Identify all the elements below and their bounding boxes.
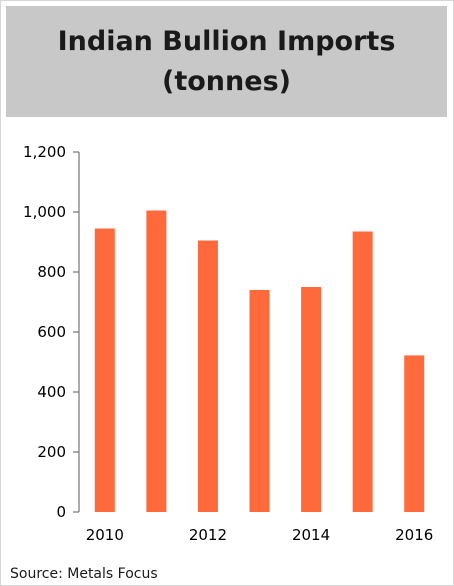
y-tick-label: 600 bbox=[37, 323, 66, 341]
source-note: Source: Metals Focus bbox=[10, 566, 158, 582]
bar-2013 bbox=[249, 290, 270, 512]
chart-subtitle: (tonnes) bbox=[162, 66, 291, 97]
bar-2014 bbox=[301, 287, 322, 512]
y-tick-label: 200 bbox=[37, 443, 66, 461]
y-tick-label: 1,000 bbox=[23, 203, 66, 221]
x-tick-label: 2014 bbox=[292, 526, 330, 544]
y-tick-label: 0 bbox=[56, 503, 66, 521]
x-tick-label: 2016 bbox=[395, 526, 433, 544]
bar-2010 bbox=[94, 228, 115, 512]
y-tick-label: 400 bbox=[37, 383, 66, 401]
y-tick-label: 1,200 bbox=[23, 143, 66, 161]
bar-2015 bbox=[352, 231, 373, 512]
x-tick-label: 2012 bbox=[189, 526, 227, 544]
x-tick-label: 2010 bbox=[86, 526, 124, 544]
chart-title: Indian Bullion Imports bbox=[57, 26, 396, 57]
bar-2016 bbox=[404, 355, 425, 512]
y-tick-label: 800 bbox=[37, 263, 66, 281]
title-banner: Indian Bullion Imports (tonnes) bbox=[6, 6, 447, 117]
bar-2012 bbox=[197, 240, 218, 512]
bar-2011 bbox=[146, 210, 167, 512]
